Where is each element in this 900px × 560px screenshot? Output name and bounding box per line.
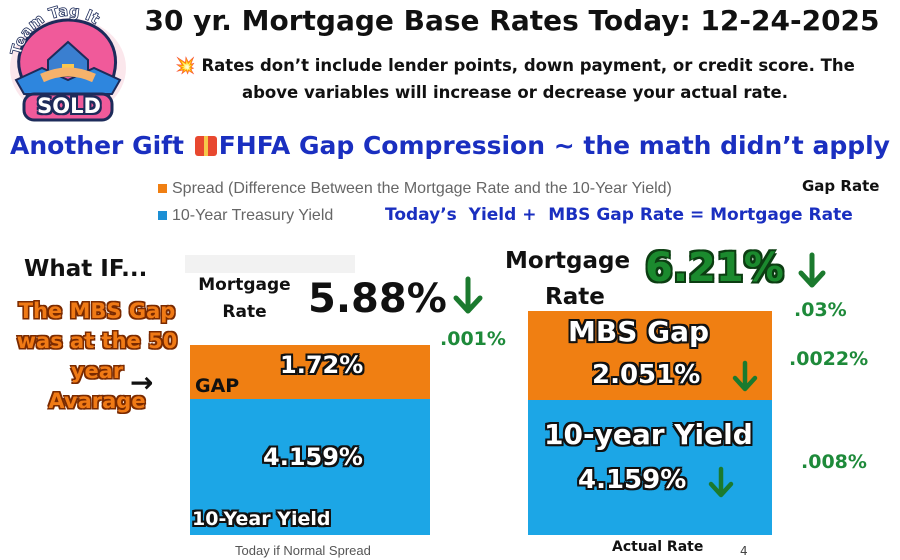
- left-mortgage-label-line-2: Rate: [222, 302, 267, 322]
- legend-spread: Spread (Difference Between the Mortgage …: [158, 180, 672, 198]
- page-title: 30 yr. Mortgage Base Rates Today: 12-24-…: [144, 4, 880, 37]
- right-change-gap: .0022%: [789, 348, 869, 370]
- right-yield-bar: [528, 400, 772, 535]
- disclaimer-line-2: above variables will increase or decreas…: [241, 83, 788, 102]
- mbs-note-line-4: Avarage: [48, 389, 146, 413]
- left-mortgage-label: Mortgage Rate: [192, 272, 297, 326]
- right-mortgage-label: Mortgage Rate: [505, 243, 645, 315]
- left-change: .001%: [440, 328, 506, 350]
- left-gap-value: 1.72%: [280, 351, 364, 379]
- right-yield-label: 10-year Yield: [544, 418, 753, 451]
- right-gap-value: 2.051%: [592, 360, 701, 390]
- legend-spread-swatch: [158, 184, 167, 193]
- right-gap-bar: [528, 311, 772, 400]
- headline-part-1: Another Gift: [10, 131, 193, 160]
- right-change-yield: .008%: [801, 451, 867, 473]
- right-mortgage-label-line-1: Mortgage: [505, 248, 631, 274]
- collision-icon: 💥: [175, 56, 196, 75]
- headline-part-2: FHFA Gap Compression ~ the math didn’t a…: [218, 131, 890, 160]
- right-gap-down-arrow-svg: [732, 360, 758, 392]
- left-panel-background: [185, 255, 355, 273]
- left-yield-value: 4.159%: [263, 443, 363, 471]
- left-mortgage-rate: 5.88%: [308, 276, 447, 322]
- right-yield-value: 4.159%: [578, 465, 687, 495]
- headline: Another Gift FHFA Gap Compression ~ the …: [0, 131, 900, 160]
- legend-treasury-swatch: [158, 211, 167, 220]
- left-down-arrow-svg: [453, 276, 483, 314]
- legend-spread-label: Spread (Difference Between the Mortgage …: [172, 180, 672, 197]
- team-tag-it-logo: Team Tag It SOLD: [2, 1, 132, 124]
- mbs-note-line-3: year: [70, 359, 124, 383]
- mbs-gap-note: The MBS Gap was at the 50 year Avarage: [8, 296, 186, 416]
- right-rate-down-arrow-icon: [795, 252, 829, 294]
- rate-formula: Today’s Yield + MBS Gap Rate = Mortgage …: [385, 205, 853, 225]
- legend-treasury: 10-Year Treasury Yield: [158, 207, 333, 225]
- right-arrow-icon: →: [130, 366, 154, 399]
- right-yield-down-arrow-icon: [706, 466, 736, 504]
- left-yield-label: 10-Year Yield: [192, 508, 331, 530]
- left-gap-bar: [190, 345, 430, 399]
- right-rate-down-arrow-svg: [798, 252, 826, 288]
- right-yield-down-arrow-svg: [708, 466, 734, 498]
- right-x-axis-label: Actual Rate: [612, 539, 704, 555]
- left-gap-label: GAP: [195, 375, 240, 397]
- logo-graphic: Team Tag It: [7, 1, 126, 122]
- left-mortgage-label-line-1: Mortgage: [198, 275, 291, 295]
- gift-icon: [194, 136, 217, 156]
- legend-treasury-label: 10-Year Treasury Yield: [172, 207, 334, 224]
- left-x-axis-label: Today if Normal Spread: [235, 543, 371, 558]
- mbs-note-line-1: The MBS Gap: [18, 299, 176, 323]
- disclaimer-note: 💥 Rates don’t include lender points, dow…: [170, 52, 860, 106]
- logo-badge-text: SOLD: [37, 94, 101, 118]
- right-mortgage-rate: 6.21%: [645, 245, 784, 291]
- left-down-arrow-icon: [450, 276, 486, 320]
- left-yield-bar: [190, 399, 430, 535]
- gap-rate-label: Gap Rate: [802, 177, 880, 195]
- right-gap-label: MBS Gap: [568, 315, 710, 348]
- right-change-rate: .03%: [794, 299, 847, 321]
- mbs-note-line-2: was at the 50: [16, 329, 178, 353]
- right-mortgage-label-line-2: Rate: [545, 284, 605, 310]
- disclaimer-line-1: Rates don’t include lender points, down …: [201, 56, 855, 75]
- page-number: 4: [740, 544, 748, 558]
- what-if-label: What IF...: [24, 256, 148, 282]
- right-gap-down-arrow-icon: [730, 360, 760, 398]
